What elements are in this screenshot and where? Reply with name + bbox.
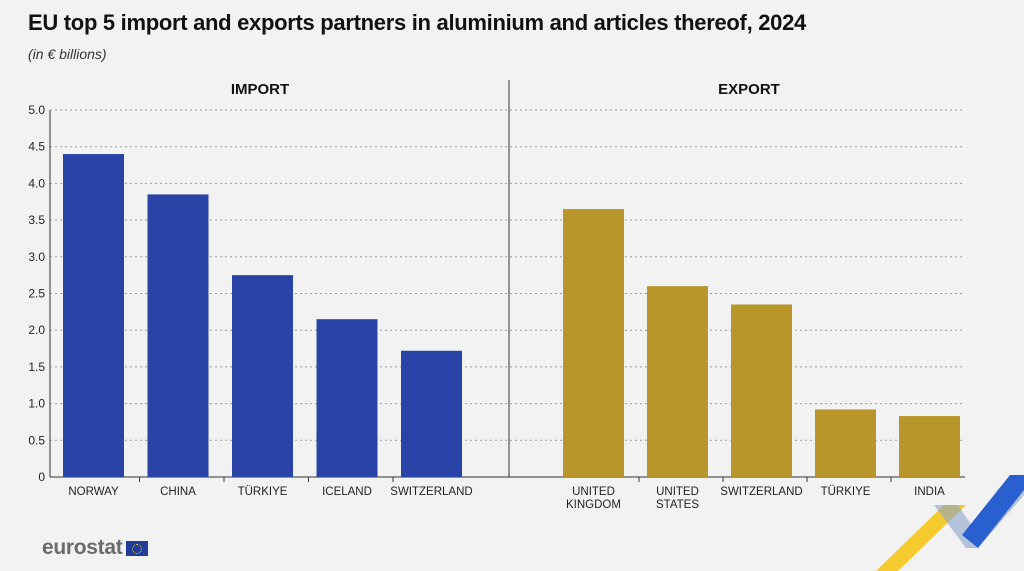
x-tick-label: ICELAND (322, 486, 372, 498)
bar (563, 209, 624, 477)
panel-label-export: EXPORT (718, 81, 780, 98)
y-tick-label: 2.0 (28, 323, 45, 337)
eu-flag-icon (126, 540, 149, 556)
x-tick-label: CHINA (160, 486, 196, 498)
x-tick-label: INDIA (914, 486, 945, 498)
eurostat-logo: eurostat (42, 536, 149, 560)
y-tick-label: 0.5 (28, 433, 45, 447)
bar (899, 416, 960, 477)
x-tick-label: SWITZERLAND (390, 486, 472, 498)
y-tick-label: 5.0 (28, 103, 45, 117)
bar (401, 350, 462, 477)
x-tick-label: UNITED (656, 486, 699, 498)
chart-title: EU top 5 import and exports partners in … (28, 10, 806, 35)
y-tick-label: 4.5 (28, 140, 45, 154)
y-tick-label: 2.5 (28, 287, 45, 301)
x-tick-label: NORWAY (68, 486, 119, 498)
x-tick-label: TÜRKIYE (821, 486, 871, 498)
x-tick-label: TÜRKIYE (238, 486, 288, 498)
y-tick-label: 0 (38, 470, 45, 484)
x-tick-label: KINGDOM (566, 499, 621, 511)
decor-chevron-yellow (876, 505, 966, 571)
x-tick-label: SWITZERLAND (720, 486, 802, 498)
panel-label-import: IMPORT (231, 81, 289, 98)
y-tick-label: 1.0 (28, 397, 45, 411)
y-tick-label: 3.0 (28, 250, 45, 264)
bar (815, 409, 876, 477)
chart-subtitle: (in € billions) (28, 46, 107, 62)
bar (147, 194, 209, 477)
decor-chevron-blue (962, 475, 1024, 548)
bar (731, 304, 792, 477)
x-tick-label: STATES (656, 499, 699, 511)
y-tick-label: 4.0 (28, 176, 45, 190)
bar (647, 286, 708, 477)
y-tick-label: 1.5 (28, 360, 45, 374)
bar (232, 275, 293, 477)
y-tick-label: 3.5 (28, 213, 45, 227)
bar (63, 154, 124, 478)
logo-text: eurostat (42, 536, 123, 559)
bar (316, 319, 378, 477)
x-tick-label: UNITED (572, 486, 615, 498)
